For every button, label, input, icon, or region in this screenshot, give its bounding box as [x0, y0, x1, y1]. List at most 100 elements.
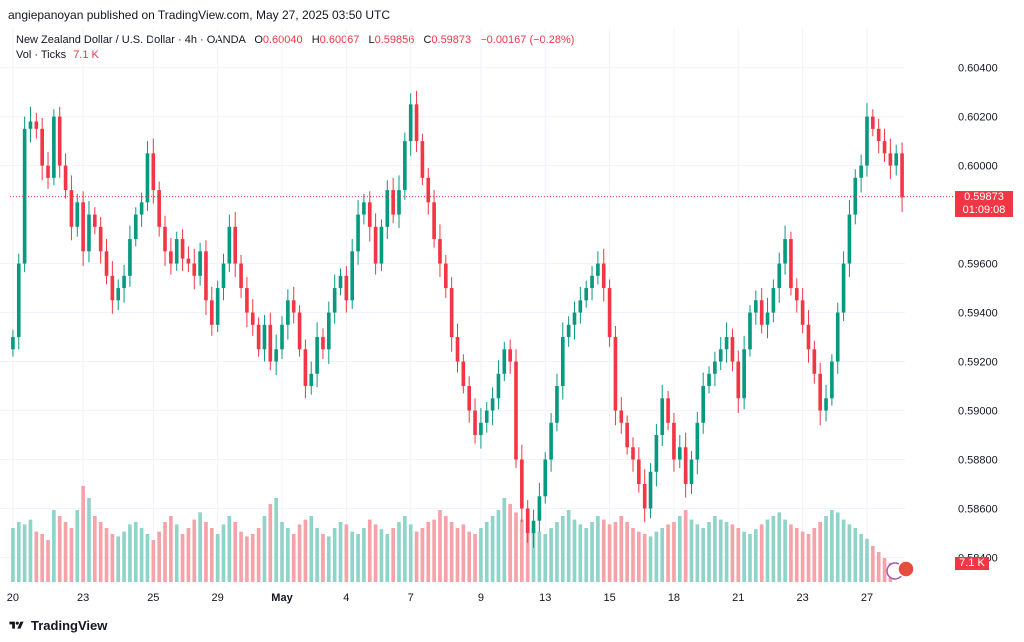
- candle-body: [379, 226, 384, 264]
- legend-volume-label[interactable]: Vol · Ticks: [16, 49, 67, 61]
- candle-body: [771, 288, 776, 313]
- footer-brand[interactable]: TradingView: [8, 618, 107, 633]
- volume-bar: [180, 534, 185, 582]
- candle-body: [800, 300, 805, 325]
- volume-bar: [549, 528, 553, 582]
- candle-body: [894, 153, 899, 166]
- volume-bar: [525, 524, 530, 582]
- volume-bar: [250, 534, 255, 582]
- y-tick-label: 0.59000: [958, 406, 998, 418]
- candle-body: [438, 239, 442, 264]
- candle-body: [309, 373, 314, 387]
- volume-bar: [754, 529, 758, 582]
- candle-body: [525, 508, 530, 534]
- volume-bar: [637, 531, 641, 582]
- candle-body: [777, 263, 782, 289]
- candle-body: [280, 324, 284, 350]
- volume-bar: [560, 516, 565, 582]
- legend-open-key: O: [254, 34, 263, 46]
- volume-bar: [461, 524, 466, 582]
- candle-body: [110, 275, 115, 301]
- volume-bar: [432, 519, 436, 582]
- candle-body: [397, 190, 401, 215]
- volume-bar: [69, 528, 74, 582]
- candle-body: [204, 251, 208, 301]
- volume-bar: [198, 512, 202, 582]
- last-price-value: 0.59873: [964, 190, 1004, 203]
- y-tick-label: 0.60200: [958, 112, 998, 124]
- candle-body: [713, 361, 717, 374]
- candle-body: [122, 275, 126, 289]
- volume-bar: [853, 528, 858, 582]
- volume-bar: [104, 528, 109, 582]
- candle-body: [514, 361, 518, 460]
- volume-bar: [818, 522, 822, 582]
- candle-body: [789, 239, 793, 289]
- candle-body: [841, 263, 846, 313]
- candle-body: [748, 312, 752, 350]
- candle-body: [607, 288, 612, 338]
- usd-flag-icon: [897, 560, 915, 578]
- volume-bar: [391, 528, 395, 582]
- volume-bar: [75, 510, 80, 582]
- candle-body: [584, 288, 589, 301]
- volume-bar: [326, 536, 331, 582]
- candle-body: [677, 447, 682, 460]
- candles: [11, 90, 904, 548]
- volume-bar: [210, 528, 214, 582]
- candle-body: [496, 373, 501, 399]
- volume-bar: [724, 522, 729, 582]
- volume-badge: 7.1 K: [955, 557, 989, 570]
- volume-bar: [794, 528, 799, 582]
- candle-body: [432, 202, 436, 240]
- volume-bar: [215, 534, 220, 582]
- volume-bar: [52, 510, 56, 582]
- volume-bar: [122, 531, 126, 582]
- volume-bar: [555, 522, 559, 582]
- candle-body: [830, 361, 834, 399]
- volume-bar: [426, 522, 431, 582]
- volume-bar: [619, 516, 624, 582]
- candle-body: [286, 300, 290, 325]
- volume-bar: [350, 531, 355, 582]
- x-tick-label: 9: [478, 592, 484, 604]
- candle-body: [578, 300, 583, 313]
- candle-body: [859, 165, 863, 178]
- candle-body: [479, 422, 483, 436]
- candle-body: [391, 190, 395, 215]
- volume-bar: [163, 522, 167, 582]
- candle-body: [221, 263, 226, 289]
- candle-body: [572, 312, 577, 325]
- volume-bar: [344, 524, 349, 582]
- volume-bar: [274, 498, 278, 582]
- volume-bar: [385, 534, 390, 582]
- volume-bar: [642, 534, 647, 582]
- volume-bar: [280, 522, 284, 582]
- x-tick-label: 20: [7, 592, 19, 604]
- volume-bar: [830, 510, 834, 582]
- candle-body: [625, 422, 629, 448]
- candle-body: [543, 459, 548, 497]
- volume-bar: [876, 552, 881, 582]
- volume-bar: [677, 516, 682, 582]
- candle-body: [321, 337, 325, 350]
- candle-body: [449, 288, 454, 338]
- volume-bar: [204, 522, 208, 582]
- candle-body: [174, 239, 179, 264]
- y-tick-label: 0.59200: [958, 357, 998, 369]
- candle-body: [520, 459, 524, 509]
- volume-bar: [22, 524, 27, 582]
- legend-symbol[interactable]: New Zealand Dollar / U.S. Dollar · 4h · …: [16, 34, 246, 46]
- candle-body: [642, 484, 647, 509]
- x-tick-label: 27: [861, 592, 873, 604]
- volume-bar: [321, 534, 325, 582]
- volume-bar: [713, 516, 717, 582]
- legend-close: 0.59873: [431, 34, 472, 46]
- candle-body: [408, 104, 413, 142]
- volume-bar: [438, 510, 442, 582]
- x-tick-label: 23: [77, 592, 89, 604]
- candle-body: [783, 239, 787, 264]
- candle-body: [163, 226, 167, 252]
- volume-bar: [484, 522, 489, 582]
